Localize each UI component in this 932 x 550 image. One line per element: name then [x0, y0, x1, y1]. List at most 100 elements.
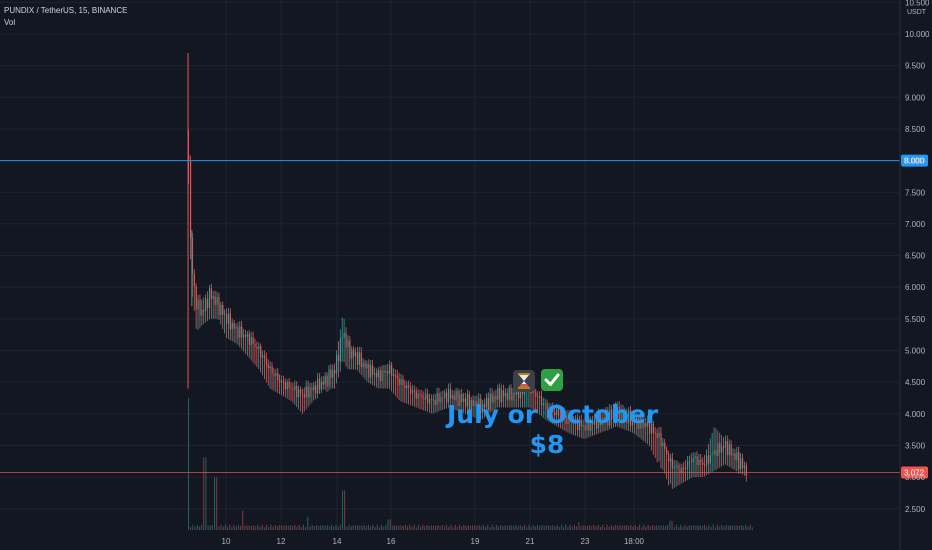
volume-bars: [188, 398, 753, 530]
candle-body: [491, 393, 493, 403]
volume-bar: [682, 526, 684, 530]
volume-bar: [621, 525, 623, 530]
volume-bar: [656, 525, 658, 530]
volume-bar: [368, 524, 370, 530]
volume-bar: [448, 526, 450, 530]
candle-body: [427, 393, 429, 404]
candle-body: [328, 369, 330, 387]
candle-body: [343, 332, 345, 338]
volume-bar: [359, 525, 361, 530]
volume-bar: [639, 524, 641, 530]
candle-body: [650, 423, 653, 434]
volume-bar: [216, 477, 218, 530]
volume-bar: [673, 526, 675, 530]
volume-bar: [691, 525, 693, 530]
volume-bar: [268, 527, 270, 530]
candle-body: [307, 386, 309, 398]
candle-body: [639, 415, 641, 429]
volume-bar: [426, 525, 428, 530]
candle-body: [711, 454, 713, 456]
candle-body: [504, 393, 507, 397]
volume-bar: [469, 525, 471, 530]
volume-bar: [400, 525, 402, 530]
y-tick-label: 10.500: [905, 0, 930, 7]
candle-body: [402, 379, 404, 386]
candle-body: [277, 372, 279, 381]
candle-body: [459, 394, 461, 406]
candle-body: [745, 465, 747, 476]
candle-body: [709, 455, 711, 464]
candle-body: [485, 397, 488, 408]
volume-bar: [313, 526, 315, 530]
candle-body: [719, 443, 721, 453]
candle-body: [483, 404, 486, 408]
candle-body: [688, 461, 691, 463]
candle-body: [354, 352, 357, 357]
candle-body: [557, 409, 560, 417]
candle-body: [514, 392, 516, 395]
volume-bar: [220, 524, 222, 530]
volume-bar: [398, 525, 400, 530]
volume-bar: [578, 522, 580, 530]
volume-bar: [463, 524, 465, 530]
candle-body: [398, 378, 400, 385]
volume-bar: [610, 524, 612, 530]
candle-body: [191, 237, 194, 274]
candle-body: [309, 387, 311, 398]
volume-bar: [348, 524, 350, 530]
candle-body: [218, 297, 220, 315]
candle-body: [586, 418, 588, 431]
volume-bar: [502, 526, 504, 530]
candle-body: [660, 432, 662, 447]
volume-bar: [428, 525, 430, 530]
volume-bar: [365, 526, 367, 530]
volume-bar: [515, 525, 517, 530]
candle-body: [724, 441, 727, 448]
volume-bar: [604, 527, 606, 530]
candle-body: [637, 417, 639, 429]
volume-bar: [430, 525, 432, 530]
volume-bar: [727, 526, 729, 530]
candle-body: [442, 397, 444, 398]
volume-bar: [552, 525, 554, 530]
candle-body: [372, 365, 374, 375]
candle-body: [189, 161, 192, 238]
y-tick-label: 4.000: [905, 410, 926, 419]
volume-bar: [573, 524, 575, 530]
volume-bar: [300, 527, 302, 530]
candle-body: [717, 443, 719, 457]
candle-body: [584, 425, 586, 431]
volume-bar: [194, 526, 196, 530]
candle-body: [188, 154, 190, 162]
volume-bar: [597, 524, 599, 530]
volume-bar: [617, 525, 619, 530]
candle-body: [669, 458, 672, 462]
candle-body: [631, 416, 634, 426]
candle-body: [292, 389, 294, 391]
candle-body: [654, 432, 656, 434]
volume-bar: [207, 525, 209, 530]
volume-bar: [584, 525, 586, 530]
volume-bar: [459, 524, 461, 530]
volume-bar: [699, 525, 701, 530]
volume-bar: [539, 526, 541, 530]
volume-bar: [619, 525, 621, 530]
volume-bar: [506, 525, 508, 530]
volume-bar: [214, 477, 216, 530]
volume-bar: [259, 526, 261, 530]
candle-body: [463, 398, 465, 402]
y-tick-label: 9.000: [905, 93, 926, 102]
x-tick-label: 23: [581, 537, 590, 546]
candle-body: [694, 456, 696, 458]
volume-bar: [693, 525, 695, 530]
candle-body: [425, 393, 427, 400]
volume-bar: [383, 526, 385, 530]
volume-bar: [322, 525, 324, 530]
y-tick-label: 7.500: [905, 188, 926, 197]
volume-bar: [407, 526, 409, 530]
candle-body: [356, 352, 359, 365]
candle-body: [438, 393, 440, 403]
volume-bar: [244, 525, 246, 530]
candle-body: [707, 455, 710, 464]
